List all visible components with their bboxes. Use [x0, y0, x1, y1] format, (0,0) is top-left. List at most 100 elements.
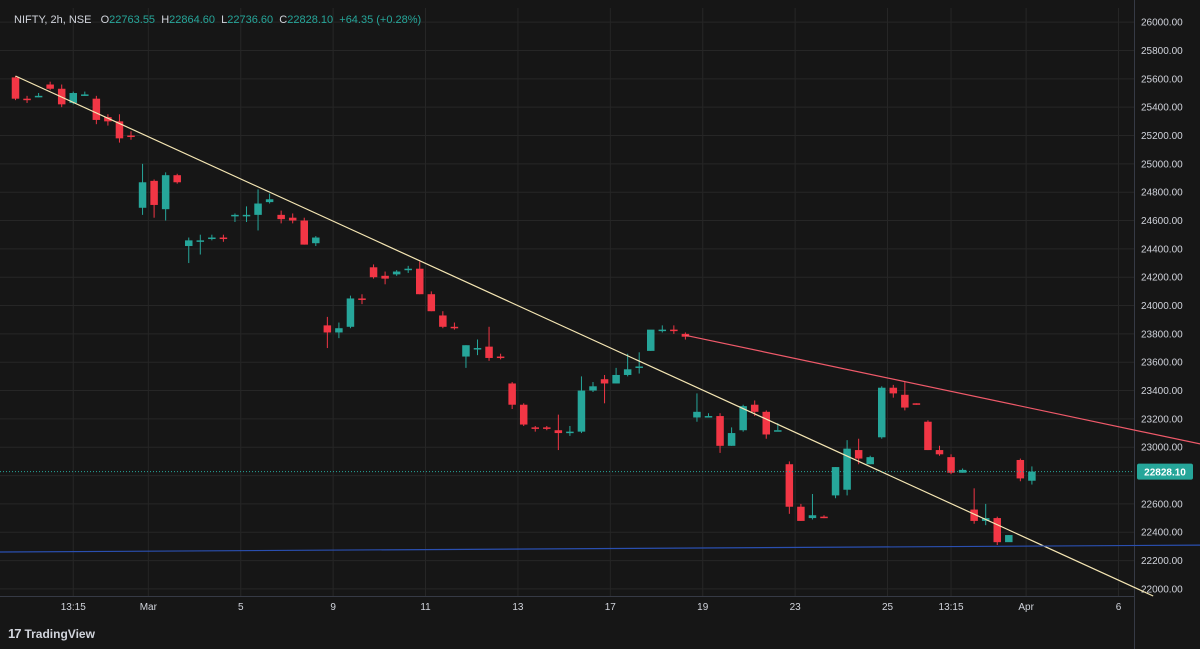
trend-line [685, 334, 1200, 445]
y-tick-label: 23200.00 [1141, 414, 1183, 425]
candle-body [716, 416, 724, 446]
candle-body [797, 506, 805, 521]
y-tick-label: 23800.00 [1141, 329, 1183, 340]
candles-group [11, 76, 1036, 545]
candle-body [727, 433, 736, 446]
candle-body [866, 457, 874, 465]
candle-body [935, 450, 944, 455]
change-value: +64.35 (+0.28%) [339, 14, 422, 26]
x-tick-label: 11 [420, 602, 431, 613]
x-tick-label: Mar [140, 602, 158, 613]
y-tick-label: 25600.00 [1141, 74, 1183, 85]
candle-body [993, 518, 1001, 543]
candle-body [531, 427, 539, 429]
ohlc-legend: NIFTY, 2h, NSE O22763.55 H22864.60 L2273… [14, 14, 421, 26]
open-value: 22763.55 [109, 14, 156, 26]
candle-body [115, 121, 124, 139]
candle-body [543, 427, 551, 429]
trend-line [15, 75, 1154, 597]
y-tick-label: 22200.00 [1141, 556, 1183, 567]
candle-body [265, 199, 274, 203]
candle-body [450, 326, 459, 329]
x-tick-label: 19 [697, 602, 709, 613]
candle-body [11, 77, 20, 99]
candle-body [46, 84, 54, 89]
candle-body [623, 369, 632, 375]
candle-body [577, 390, 586, 432]
candle-body [635, 366, 643, 368]
x-tick-label: 17 [605, 602, 617, 613]
candle-body [785, 464, 794, 507]
candle-body [92, 98, 101, 120]
y-tick-label: 25400.00 [1141, 103, 1183, 114]
candle-body [670, 329, 678, 332]
high-label: H [161, 14, 170, 26]
candle-body [23, 98, 31, 101]
x-tick-label: 5 [238, 602, 244, 613]
candle-body [924, 421, 932, 451]
candle-body [958, 469, 967, 473]
x-tick-label: 13:15 [61, 602, 86, 613]
candle-body [704, 416, 713, 418]
low-value: 22736.60 [227, 14, 274, 26]
tradingview-brand[interactable]: 17 TradingView [8, 626, 95, 641]
y-tick-label: 22600.00 [1141, 499, 1183, 510]
candle-body [878, 387, 886, 438]
candle-body [519, 404, 528, 425]
candle-body [508, 383, 516, 405]
y-tick-label: 22000.00 [1141, 584, 1183, 595]
tradingview-logo-icon: 17 [8, 626, 22, 641]
candle-body [323, 325, 332, 333]
x-tick-label: 9 [330, 602, 336, 613]
y-tick-label: 24000.00 [1141, 301, 1183, 312]
candle-body [381, 275, 389, 279]
candle-body [369, 267, 378, 278]
candle-body [566, 431, 574, 434]
candle-body [208, 237, 216, 240]
candle-body [69, 93, 77, 103]
x-tick-label: 13 [512, 602, 524, 613]
candle-body [254, 203, 262, 215]
candle-body [947, 457, 955, 473]
candle-body [762, 411, 770, 435]
candle-body [173, 175, 181, 183]
y-tick-label: 23600.00 [1141, 358, 1183, 369]
x-tick-label: 13:15 [939, 602, 964, 613]
candle-body [439, 315, 447, 327]
candle-body [312, 237, 320, 244]
candle-body [404, 268, 412, 271]
y-tick-label: 23400.00 [1141, 386, 1183, 397]
y-tick-label: 26000.00 [1141, 18, 1183, 29]
candle-body [392, 271, 401, 275]
candle-body [647, 329, 655, 351]
candle-body [1028, 471, 1036, 481]
candle-body [808, 515, 817, 519]
candle-body [335, 328, 343, 333]
symbol-label[interactable]: NIFTY, 2h, NSE [14, 14, 92, 26]
candle-body [589, 386, 597, 391]
candle-body [750, 404, 759, 412]
candle-body [496, 356, 505, 359]
candle-body [346, 298, 355, 327]
candle-body [138, 182, 147, 208]
candle-body [970, 509, 978, 521]
candle-body [81, 94, 89, 96]
candle-body [658, 329, 667, 332]
high-value: 22864.60 [169, 14, 216, 26]
candle-body [358, 298, 366, 300]
candle-body [150, 180, 158, 205]
candle-body [185, 240, 193, 247]
candle-body [1016, 459, 1025, 479]
candle-body [843, 448, 851, 490]
candle-body [820, 516, 828, 519]
y-tick-label: 24800.00 [1141, 188, 1183, 199]
candle-body [104, 117, 112, 122]
y-tick-label: 22400.00 [1141, 528, 1183, 539]
candle-body [774, 430, 782, 432]
candle-body [485, 346, 493, 358]
candle-body [693, 411, 701, 418]
x-tick-label: 6 [1116, 602, 1122, 613]
